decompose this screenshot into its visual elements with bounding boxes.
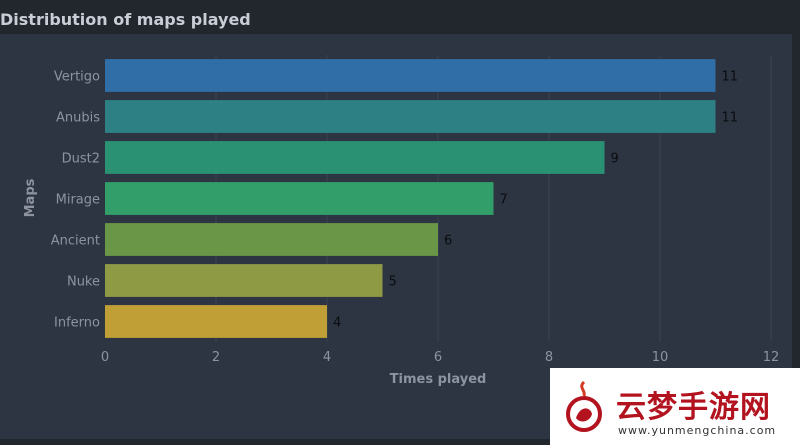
y-tick-label: Vertigo [54,70,100,85]
y-axis-title: Maps [23,178,38,217]
x-tick-label: 0 [101,350,109,365]
y-tick-label: Mirage [56,193,100,208]
x-tick-label: 4 [323,350,331,365]
x-tick-label: 12 [763,350,780,365]
data-label: 7 [500,193,508,208]
watermark-text: 云梦手游网 [616,390,771,425]
x-tick-label: 8 [545,350,553,365]
data-label: 11 [722,111,739,126]
x-axis-title: Times played [390,372,487,387]
bar-vertigo[interactable] [105,59,716,92]
y-tick-label: Ancient [51,234,100,249]
chart-title: Distribution of maps played [0,10,251,29]
bar-ancient[interactable] [105,223,438,256]
data-label: 6 [444,234,452,249]
x-tick-label: 6 [434,350,442,365]
bar-nuke[interactable] [105,264,383,297]
x-tick-labels: 0 2 4 6 8 10 12 [101,350,779,365]
y-tick-label: Dust2 [62,152,100,167]
watermark: 云梦手游网 www.yunmengchina.com [550,368,800,445]
data-labels: 11 11 9 7 6 5 4 [333,70,738,331]
x-tick-label: 2 [212,350,220,365]
y-tick-label: Nuke [67,275,100,290]
y-tick-label: Anubis [56,111,100,126]
y-tick-label: Inferno [54,316,100,331]
watermark-url: www.yunmengchina.com [618,424,777,437]
x-tick-label: 10 [652,350,669,365]
bar-mirage[interactable] [105,182,494,215]
data-label: 5 [389,275,397,290]
bars [105,59,716,338]
y-tick-labels: Vertigo Anubis Dust2 Mirage Ancient Nuke Infer… [51,70,100,331]
data-label: 9 [611,152,619,167]
data-label: 11 [722,70,739,85]
bar-dust2[interactable] [105,141,605,174]
bar-anubis[interactable] [105,100,716,133]
bar-inferno[interactable] [105,305,327,338]
watermark-logo-icon [566,380,602,432]
data-label: 4 [333,316,341,331]
